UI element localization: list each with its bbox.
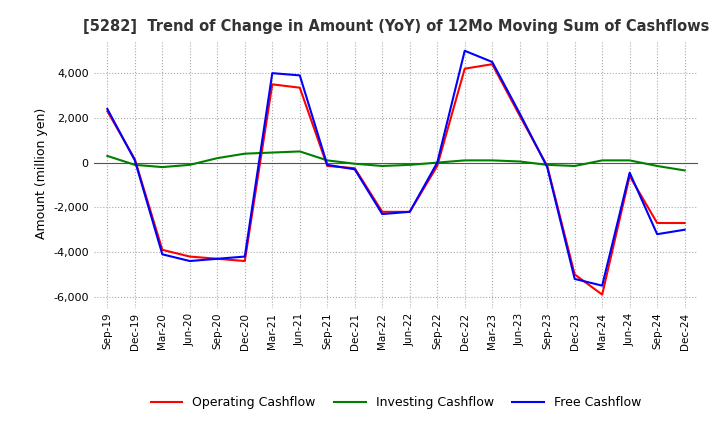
Investing Cashflow bbox=[240, 151, 249, 156]
Investing Cashflow bbox=[543, 162, 552, 168]
Operating Cashflow bbox=[405, 209, 414, 214]
Operating Cashflow bbox=[295, 85, 304, 90]
Investing Cashflow bbox=[405, 162, 414, 168]
Free Cashflow bbox=[378, 211, 387, 216]
Operating Cashflow bbox=[351, 165, 359, 171]
Investing Cashflow bbox=[433, 160, 441, 165]
Free Cashflow bbox=[295, 73, 304, 78]
Investing Cashflow bbox=[598, 158, 606, 163]
Free Cashflow bbox=[433, 160, 441, 165]
Operating Cashflow bbox=[323, 163, 332, 169]
Free Cashflow bbox=[240, 254, 249, 259]
Investing Cashflow bbox=[488, 158, 497, 163]
Operating Cashflow bbox=[130, 157, 139, 162]
Free Cashflow bbox=[351, 167, 359, 172]
Free Cashflow bbox=[323, 162, 332, 168]
Operating Cashflow bbox=[488, 62, 497, 67]
Investing Cashflow bbox=[516, 159, 524, 164]
Free Cashflow bbox=[488, 59, 497, 65]
Operating Cashflow bbox=[516, 113, 524, 118]
Operating Cashflow bbox=[240, 258, 249, 264]
Investing Cashflow bbox=[323, 158, 332, 163]
Investing Cashflow bbox=[103, 153, 112, 158]
Operating Cashflow bbox=[626, 173, 634, 179]
Investing Cashflow bbox=[268, 150, 276, 155]
Free Cashflow bbox=[516, 111, 524, 116]
Operating Cashflow bbox=[543, 163, 552, 169]
Investing Cashflow bbox=[213, 155, 222, 161]
Investing Cashflow bbox=[130, 162, 139, 168]
Operating Cashflow bbox=[680, 220, 689, 226]
Investing Cashflow bbox=[295, 149, 304, 154]
Free Cashflow bbox=[130, 158, 139, 163]
Operating Cashflow bbox=[598, 292, 606, 297]
Line: Free Cashflow: Free Cashflow bbox=[107, 51, 685, 286]
Investing Cashflow bbox=[460, 158, 469, 163]
Free Cashflow bbox=[405, 209, 414, 214]
Free Cashflow bbox=[213, 256, 222, 261]
Free Cashflow bbox=[158, 252, 166, 257]
Investing Cashflow bbox=[626, 158, 634, 163]
Operating Cashflow bbox=[378, 209, 387, 214]
Operating Cashflow bbox=[268, 82, 276, 87]
Operating Cashflow bbox=[103, 109, 112, 114]
Investing Cashflow bbox=[680, 168, 689, 173]
Investing Cashflow bbox=[378, 163, 387, 169]
Free Cashflow bbox=[626, 170, 634, 175]
Operating Cashflow bbox=[653, 220, 662, 226]
Free Cashflow bbox=[680, 227, 689, 232]
Free Cashflow bbox=[268, 70, 276, 76]
Free Cashflow bbox=[653, 231, 662, 237]
Investing Cashflow bbox=[186, 162, 194, 168]
Free Cashflow bbox=[186, 258, 194, 264]
Investing Cashflow bbox=[351, 161, 359, 166]
Line: Operating Cashflow: Operating Cashflow bbox=[107, 64, 685, 295]
Operating Cashflow bbox=[570, 272, 579, 277]
Investing Cashflow bbox=[570, 163, 579, 169]
Investing Cashflow bbox=[653, 163, 662, 169]
Operating Cashflow bbox=[158, 247, 166, 253]
Line: Investing Cashflow: Investing Cashflow bbox=[107, 151, 685, 170]
Operating Cashflow bbox=[460, 66, 469, 71]
Legend: Operating Cashflow, Investing Cashflow, Free Cashflow: Operating Cashflow, Investing Cashflow, … bbox=[146, 392, 646, 414]
Free Cashflow bbox=[460, 48, 469, 53]
Free Cashflow bbox=[570, 276, 579, 282]
Free Cashflow bbox=[103, 106, 112, 112]
Operating Cashflow bbox=[186, 254, 194, 259]
Operating Cashflow bbox=[213, 256, 222, 261]
Free Cashflow bbox=[543, 165, 552, 170]
Investing Cashflow bbox=[158, 165, 166, 170]
Title: [5282]  Trend of Change in Amount (YoY) of 12Mo Moving Sum of Cashflows: [5282] Trend of Change in Amount (YoY) o… bbox=[83, 19, 709, 34]
Operating Cashflow bbox=[433, 163, 441, 169]
Free Cashflow bbox=[598, 283, 606, 288]
Y-axis label: Amount (million yen): Amount (million yen) bbox=[35, 108, 48, 239]
